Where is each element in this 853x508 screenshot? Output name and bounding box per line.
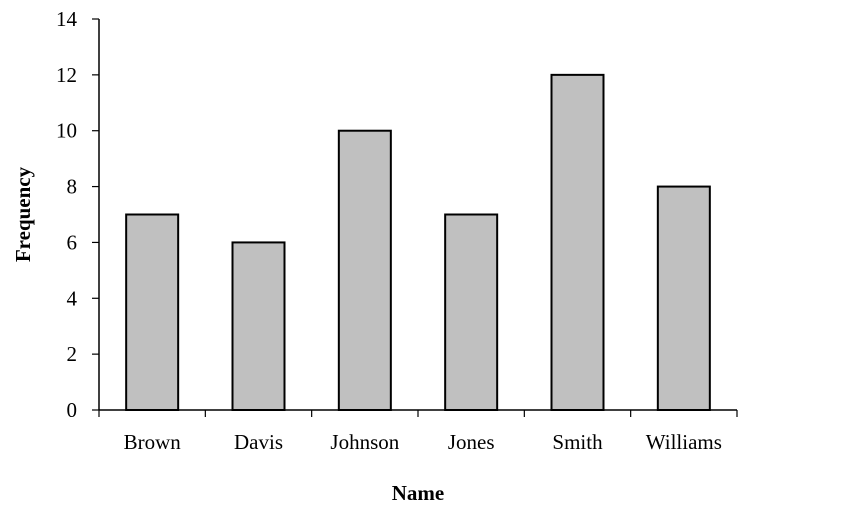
y-tick-label: 2: [67, 342, 78, 366]
y-tick-label: 14: [56, 7, 78, 31]
x-tick-label: Williams: [646, 430, 722, 454]
y-tick-label: 0: [67, 398, 78, 422]
x-tick-label: Davis: [234, 430, 283, 454]
x-axis-title: Name: [392, 481, 444, 505]
y-tick-label: 12: [56, 63, 77, 87]
x-tick-label: Johnson: [330, 430, 399, 454]
bar-johnson: [337, 129, 392, 411]
bar-brown: [125, 213, 180, 411]
y-tick-label: 6: [67, 230, 78, 254]
y-axis-ticks: 0 2 4 6 8 10 12 14: [56, 7, 99, 422]
x-tick-label: Jones: [448, 430, 495, 454]
bars-group: [125, 73, 711, 411]
x-axis-ticks: Brown Davis Johnson Jones Smith Williams: [98, 410, 738, 454]
y-axis-title: Frequency: [11, 166, 35, 262]
x-tick-label: Brown: [124, 430, 182, 454]
y-tick-label: 8: [67, 175, 78, 199]
bar-davis: [231, 241, 286, 411]
x-tick-label: Smith: [552, 430, 603, 454]
bar-jones: [444, 213, 499, 411]
bar-smith: [550, 73, 605, 411]
y-tick-label: 4: [67, 286, 78, 310]
bar-williams: [656, 185, 711, 411]
y-tick-label: 10: [56, 119, 77, 143]
